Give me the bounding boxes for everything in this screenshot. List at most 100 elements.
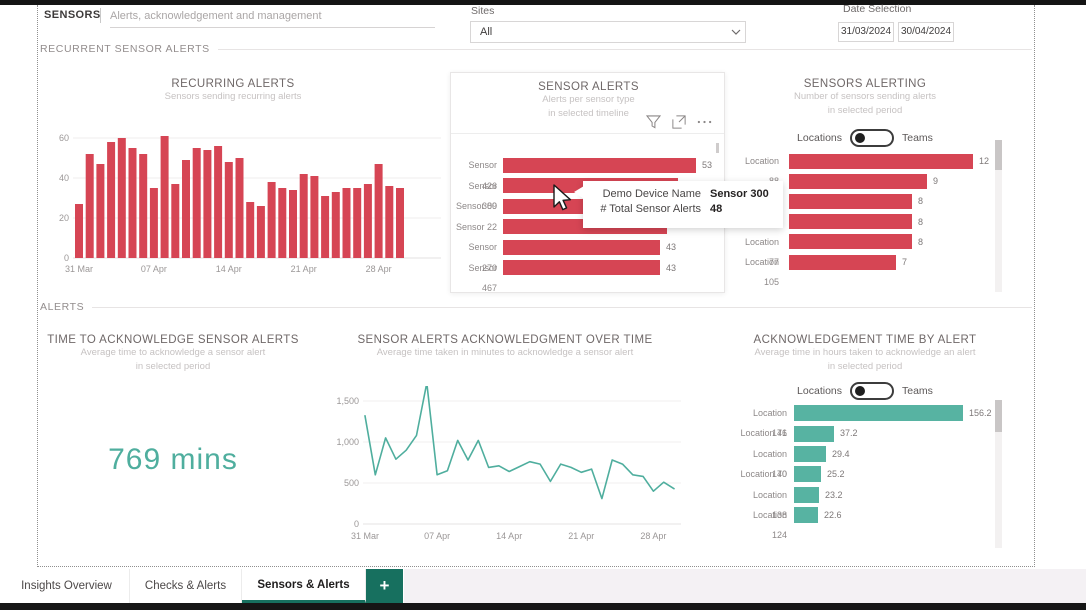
bar-value-label: 43: [666, 237, 676, 258]
bar[interactable]: [789, 255, 896, 270]
bar[interactable]: [236, 158, 244, 258]
bar[interactable]: [268, 182, 276, 258]
bar[interactable]: [246, 202, 254, 258]
bar[interactable]: [364, 184, 372, 258]
bar-value-label: 25.2: [827, 464, 845, 484]
bar[interactable]: [278, 188, 286, 258]
bar[interactable]: [353, 188, 361, 258]
page-subtitle: Alerts, acknowledgement and management: [110, 10, 435, 28]
sites-dropdown[interactable]: All: [470, 21, 746, 43]
chart-subtitle: in selected period: [742, 104, 988, 118]
bar[interactable]: [193, 148, 201, 258]
date-to-input[interactable]: 30/04/2024: [898, 22, 954, 42]
bar[interactable]: [789, 194, 912, 209]
bar[interactable]: [139, 154, 147, 258]
chart-subtitle: Average time in hours taken to acknowled…: [742, 346, 988, 360]
bar[interactable]: [794, 426, 834, 442]
x-tick-label: 28 Apr: [366, 264, 392, 274]
scrollbar-thumb[interactable]: [716, 143, 719, 153]
toggle-knob: [855, 133, 865, 143]
bar[interactable]: [789, 234, 912, 249]
bar[interactable]: [310, 176, 318, 258]
bar[interactable]: [503, 158, 696, 173]
tooltip-value: 48: [710, 203, 722, 215]
filter-icon[interactable]: [646, 115, 661, 129]
recurring-alerts-header: RECURRING ALERTS Sensors sending recurri…: [45, 78, 421, 104]
bar[interactable]: [332, 192, 340, 258]
section-rule: [92, 307, 1032, 308]
bar-category-label: Sensor 22: [451, 217, 497, 238]
bar[interactable]: [75, 204, 83, 258]
bar[interactable]: [794, 507, 818, 523]
section-title: ALERTS: [40, 301, 84, 313]
bar[interactable]: [257, 206, 265, 258]
bar[interactable]: [794, 405, 963, 421]
bar[interactable]: [182, 160, 190, 258]
bar-row: Location 1057: [742, 252, 992, 272]
toggle-switch[interactable]: [850, 382, 894, 400]
toggle-switch[interactable]: [850, 129, 894, 147]
y-tick-label: 500: [344, 478, 359, 488]
ack-over-time-chart[interactable]: 05001,0001,50031 Mar07 Apr14 Apr21 Apr28…: [335, 386, 685, 548]
section-rule: [218, 49, 1032, 50]
x-tick-label: 31 Mar: [65, 264, 93, 274]
bar[interactable]: [225, 162, 233, 258]
y-tick-label: 20: [59, 213, 69, 223]
bar[interactable]: [396, 188, 404, 258]
bar[interactable]: [794, 487, 819, 503]
date-from-input[interactable]: 31/03/2024: [838, 22, 894, 42]
bar[interactable]: [171, 184, 179, 258]
bar[interactable]: [503, 240, 660, 255]
bar[interactable]: [161, 136, 169, 258]
add-page-button[interactable]: +: [366, 569, 403, 603]
bar[interactable]: [794, 466, 821, 482]
bar[interactable]: [118, 138, 126, 258]
bar-value-label: 8: [918, 232, 923, 252]
bar[interactable]: [107, 142, 115, 258]
bar[interactable]: [86, 154, 94, 258]
toggle-label-right: Teams: [902, 132, 933, 144]
expand-icon[interactable]: [672, 115, 686, 129]
tab-checks-and-alerts[interactable]: Checks & Alerts: [130, 569, 242, 603]
bar[interactable]: [300, 174, 308, 258]
bar-value-label: 53: [702, 155, 712, 176]
chart-title: TIME TO ACKNOWLEDGE SENSOR ALERTS: [45, 334, 301, 346]
scrollbar-thumb[interactable]: [995, 140, 1002, 170]
y-tick-label: 1,500: [336, 396, 359, 406]
bar[interactable]: [789, 174, 927, 189]
bar[interactable]: [214, 146, 222, 258]
bottom-bar: [0, 603, 1086, 610]
bar[interactable]: [375, 164, 383, 258]
bar[interactable]: [789, 154, 973, 169]
more-options-icon[interactable]: [697, 115, 712, 129]
y-tick-label: 60: [59, 133, 69, 143]
scrollbar-thumb[interactable]: [995, 400, 1002, 432]
bar-row: Sensor 42653: [451, 155, 724, 176]
bar[interactable]: [789, 214, 912, 229]
section-title: RECURRENT SENSOR ALERTS: [40, 43, 210, 55]
chart-subtitle: in selected period: [45, 360, 301, 374]
bar[interactable]: [503, 260, 660, 275]
bar[interactable]: [150, 188, 158, 258]
bar[interactable]: [203, 150, 211, 258]
chart-subtitle: Sensors sending recurring alerts: [45, 90, 421, 104]
tab-insights-overview[interactable]: Insights Overview: [4, 569, 130, 603]
chart-title: RECURRING ALERTS: [45, 78, 421, 90]
x-tick-label: 21 Apr: [568, 531, 594, 541]
bar-category-label: Location 46: [740, 423, 787, 443]
y-tick-label: 0: [354, 519, 359, 529]
sites-label: Sites: [471, 5, 494, 17]
bar[interactable]: [289, 190, 297, 258]
tab-sensors-and-alerts[interactable]: Sensors & Alerts: [242, 569, 366, 603]
bar[interactable]: [96, 164, 104, 258]
chart-title: SENSOR ALERTS ACKNOWLEDGMENT OVER TIME: [330, 334, 680, 346]
bar[interactable]: [321, 196, 329, 258]
bar[interactable]: [343, 188, 351, 258]
tooltip-label: Demo Device Name: [583, 188, 701, 200]
chevron-down-icon[interactable]: [730, 26, 742, 38]
bar[interactable]: [794, 446, 826, 462]
recurring-alerts-chart[interactable]: 020406031 Mar07 Apr14 Apr21 Apr28 Apr: [45, 126, 445, 284]
bar[interactable]: [129, 148, 137, 258]
bar[interactable]: [385, 186, 393, 258]
bar-value-label: 23.2: [825, 485, 843, 505]
